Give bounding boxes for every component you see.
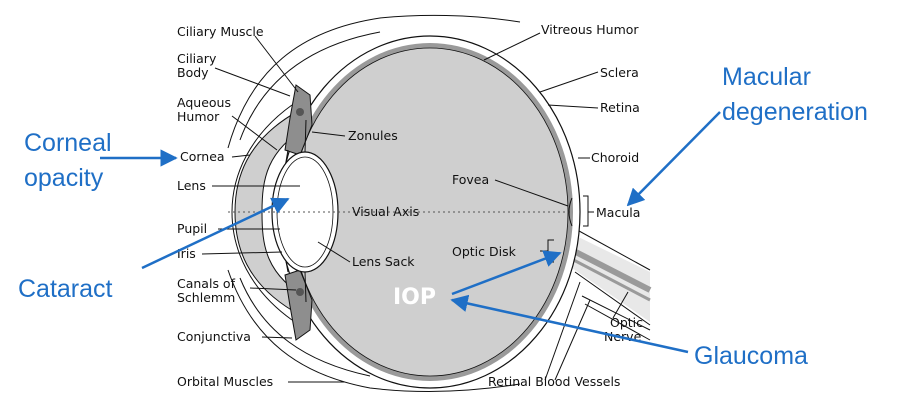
label-orbital-muscles: Orbital Muscles xyxy=(177,374,273,389)
label-retina: Retina xyxy=(600,100,640,115)
condition-corneal-opacity-2: opacity xyxy=(24,164,104,192)
label-zonules: Zonules xyxy=(348,128,398,143)
condition-macular-2: degeneration xyxy=(722,98,868,126)
label-aqueous-humor-1: Aqueous xyxy=(177,95,231,110)
label-fovea: Fovea xyxy=(452,172,489,187)
anatomy-labels: Ciliary Muscle Ciliary Body Aqueous Humo… xyxy=(177,22,643,389)
condition-macular-1: Macular xyxy=(722,63,811,91)
label-visual-axis: Visual Axis xyxy=(352,204,419,219)
arrow-glaucoma xyxy=(450,294,689,354)
condition-cataract: Cataract xyxy=(18,275,113,303)
condition-labels: Corneal opacity Cataract Glaucoma Macula… xyxy=(18,63,868,370)
label-sclera: Sclera xyxy=(600,65,639,80)
optic-nerve-shape xyxy=(560,225,652,341)
condition-corneal-opacity-1: Corneal xyxy=(24,129,112,157)
label-choroid: Choroid xyxy=(591,150,639,165)
label-macula: Macula xyxy=(596,205,640,220)
label-aqueous-humor-2: Humor xyxy=(177,109,220,124)
leader-lines xyxy=(201,32,629,383)
label-canals-1: Canals of xyxy=(177,276,236,291)
condition-arrows xyxy=(100,111,721,354)
label-ciliary-body-2: Body xyxy=(177,65,209,80)
label-pupil: Pupil xyxy=(177,221,207,236)
fovea-dip xyxy=(568,197,573,227)
label-conjunctiva: Conjunctiva xyxy=(177,329,251,344)
label-iop: IOP xyxy=(393,285,436,310)
label-ciliary-muscle: Ciliary Muscle xyxy=(177,24,264,39)
label-optic-disk: Optic Disk xyxy=(452,244,517,259)
orbit-outline xyxy=(227,14,521,392)
macula-bracket xyxy=(583,195,594,227)
label-ciliary-body-1: Ciliary xyxy=(177,51,217,66)
arrow-cataract xyxy=(141,197,290,270)
label-optic-nerve-1: Optic xyxy=(610,315,643,330)
label-retinal-blood-vessels: Retinal Blood Vessels xyxy=(488,374,620,389)
label-lens: Lens xyxy=(177,178,206,193)
label-cornea: Cornea xyxy=(180,149,225,164)
arrow-macular-degeneration xyxy=(626,111,721,207)
label-canals-2: Schlemm xyxy=(177,290,235,305)
arrow-iop-optic-disk xyxy=(451,250,562,296)
label-lens-sack: Lens Sack xyxy=(352,254,415,269)
condition-glaucoma: Glaucoma xyxy=(694,342,808,370)
label-vitreous-humor: Vitreous Humor xyxy=(541,22,639,37)
